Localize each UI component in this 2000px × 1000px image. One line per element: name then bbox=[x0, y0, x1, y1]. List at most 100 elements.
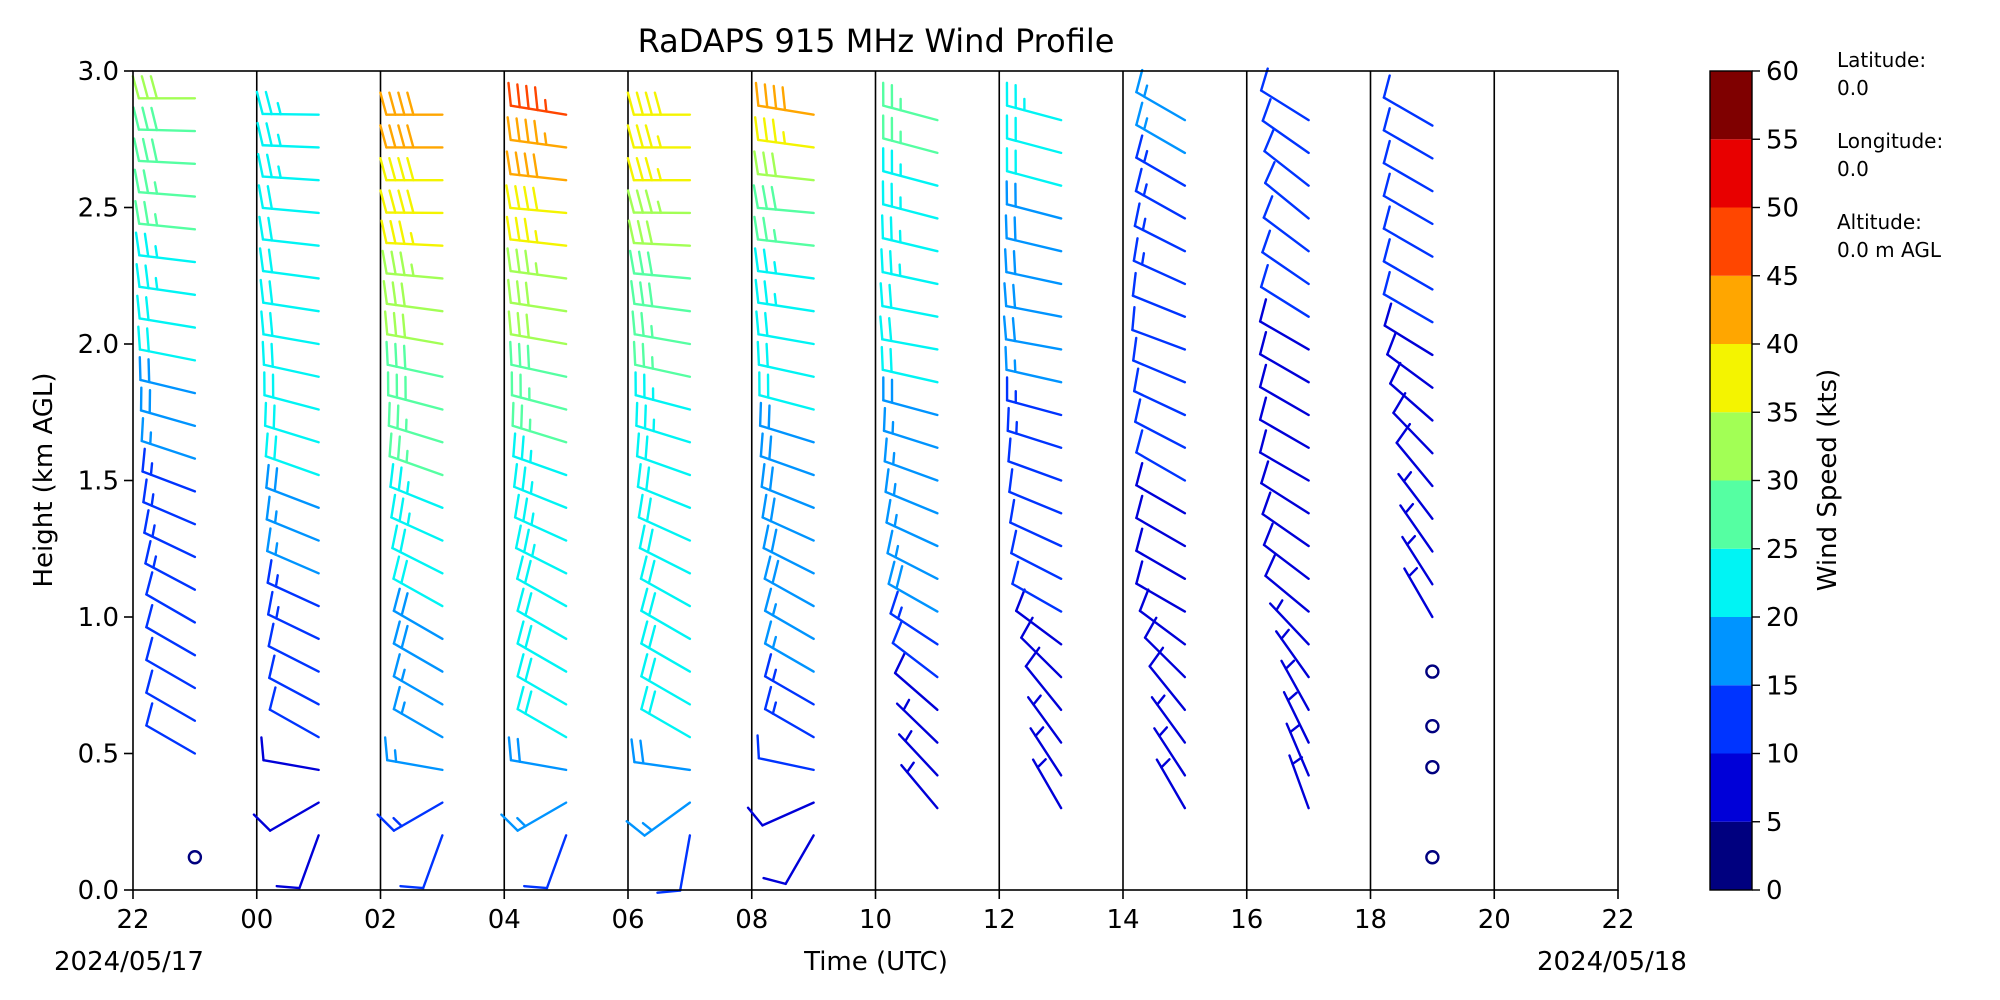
wind-barb bbox=[516, 555, 568, 608]
wind-barb bbox=[1005, 81, 1063, 122]
wind-barb bbox=[275, 834, 320, 890]
wind-barb bbox=[140, 417, 197, 460]
wind-barb bbox=[260, 736, 320, 772]
wind-barb bbox=[891, 620, 939, 679]
wind-barb bbox=[1382, 107, 1434, 160]
wind-barb bbox=[758, 371, 815, 411]
wind-barb bbox=[1262, 522, 1310, 580]
wind-barb bbox=[516, 620, 568, 673]
wind-barb bbox=[1258, 363, 1310, 417]
wind-barb bbox=[1134, 167, 1187, 220]
wind-barb bbox=[1150, 694, 1187, 744]
wind-barb bbox=[261, 340, 320, 378]
x-tick-label: 00 bbox=[240, 905, 273, 935]
calm-wind-circle bbox=[1425, 759, 1440, 775]
wind-barb bbox=[881, 81, 939, 122]
wind-barb bbox=[1382, 238, 1434, 291]
wind-barb bbox=[1392, 392, 1434, 455]
wind-barb bbox=[1280, 659, 1310, 712]
x-tick-label: 22 bbox=[1601, 905, 1634, 935]
x-tick-label: 16 bbox=[1230, 905, 1263, 935]
y-tick-label: 2.5 bbox=[78, 194, 119, 224]
wind-barb bbox=[514, 524, 568, 575]
wind-barb bbox=[139, 386, 197, 428]
wind-barb bbox=[509, 340, 568, 378]
wind-barb bbox=[1260, 460, 1310, 515]
wind-barb bbox=[635, 432, 692, 477]
wind-barb bbox=[880, 214, 939, 253]
wind-barb bbox=[145, 571, 197, 624]
y-tick-label: 2.0 bbox=[78, 330, 119, 360]
wind-barb bbox=[1011, 560, 1063, 613]
wind-barb bbox=[392, 587, 444, 641]
wind-barb bbox=[893, 651, 939, 712]
wind-barb bbox=[1264, 553, 1310, 613]
wind-barb bbox=[267, 590, 320, 641]
wind-barb bbox=[1002, 315, 1063, 351]
wind-barb bbox=[640, 685, 692, 739]
wind-barb bbox=[880, 248, 939, 286]
x-tick-label: 02 bbox=[364, 905, 397, 935]
wind-barb bbox=[268, 686, 320, 739]
colorbar-tick-label: 35 bbox=[1766, 398, 1799, 428]
wind-barb bbox=[1005, 147, 1063, 187]
wind-barb bbox=[392, 555, 444, 608]
x-tick-label: 12 bbox=[983, 905, 1016, 935]
wind-barb bbox=[505, 215, 568, 247]
wind-barb bbox=[1399, 502, 1434, 553]
wind-barb bbox=[134, 199, 197, 231]
wind-barb bbox=[1383, 302, 1434, 357]
wind-barb bbox=[1004, 214, 1063, 253]
wind-barb bbox=[881, 114, 939, 155]
colorbar-tick-label: 25 bbox=[1766, 535, 1799, 565]
wind-barb bbox=[639, 555, 692, 608]
wind-barb bbox=[880, 345, 939, 384]
wind-barb bbox=[746, 801, 815, 827]
wind-barb bbox=[1132, 336, 1187, 384]
wind-barb bbox=[1031, 758, 1063, 810]
wind-barb bbox=[1134, 398, 1187, 449]
wind-barb bbox=[379, 124, 444, 149]
site-info: Latitude: 0.0 Longitude: 0.0 Altitude: 0… bbox=[1837, 48, 1943, 262]
wind-barb bbox=[523, 834, 568, 890]
colorbar-segment bbox=[1710, 821, 1752, 890]
wind-barb bbox=[627, 219, 692, 247]
colorbar-segment bbox=[1710, 548, 1752, 617]
wind-barb bbox=[263, 401, 320, 444]
wind-barb bbox=[1263, 128, 1310, 187]
end-date-label: 2024/05/18 bbox=[1537, 947, 1687, 977]
wind-barb bbox=[881, 147, 939, 187]
wind-barb bbox=[1389, 361, 1434, 422]
wind-barb bbox=[656, 834, 692, 894]
wind-barb bbox=[258, 247, 320, 280]
wind-barb bbox=[640, 620, 692, 673]
wind-barb bbox=[259, 278, 320, 313]
wind-barb bbox=[762, 524, 815, 575]
wind-barb bbox=[136, 294, 197, 329]
wind-barb bbox=[1382, 74, 1434, 127]
wind-barb bbox=[1024, 646, 1063, 712]
wind-barb bbox=[385, 340, 444, 378]
wind-barb bbox=[753, 116, 815, 149]
wind-barb bbox=[1382, 270, 1434, 324]
wind-barb bbox=[638, 524, 692, 575]
colorbar-segment bbox=[1710, 139, 1752, 208]
wind-barb bbox=[145, 669, 197, 722]
x-tick-label: 08 bbox=[735, 905, 768, 935]
colorbar-tick-label: 15 bbox=[1766, 671, 1799, 701]
wind-barb bbox=[1401, 534, 1434, 586]
wind-barb bbox=[392, 653, 444, 706]
wind-barb bbox=[379, 156, 444, 182]
wind-barb bbox=[1135, 429, 1187, 482]
wind-barb bbox=[505, 184, 568, 215]
wind-barb bbox=[142, 478, 197, 526]
calm-wind-circle bbox=[1425, 664, 1440, 679]
wind-barb bbox=[513, 493, 568, 542]
wind-barb bbox=[632, 340, 692, 378]
wind-barb bbox=[762, 834, 815, 886]
x-tick-label: 04 bbox=[488, 905, 521, 935]
wind-barb bbox=[267, 622, 320, 673]
wind-barb bbox=[1003, 282, 1063, 318]
wind-barb bbox=[1261, 98, 1310, 155]
wind-barb bbox=[1010, 529, 1063, 580]
